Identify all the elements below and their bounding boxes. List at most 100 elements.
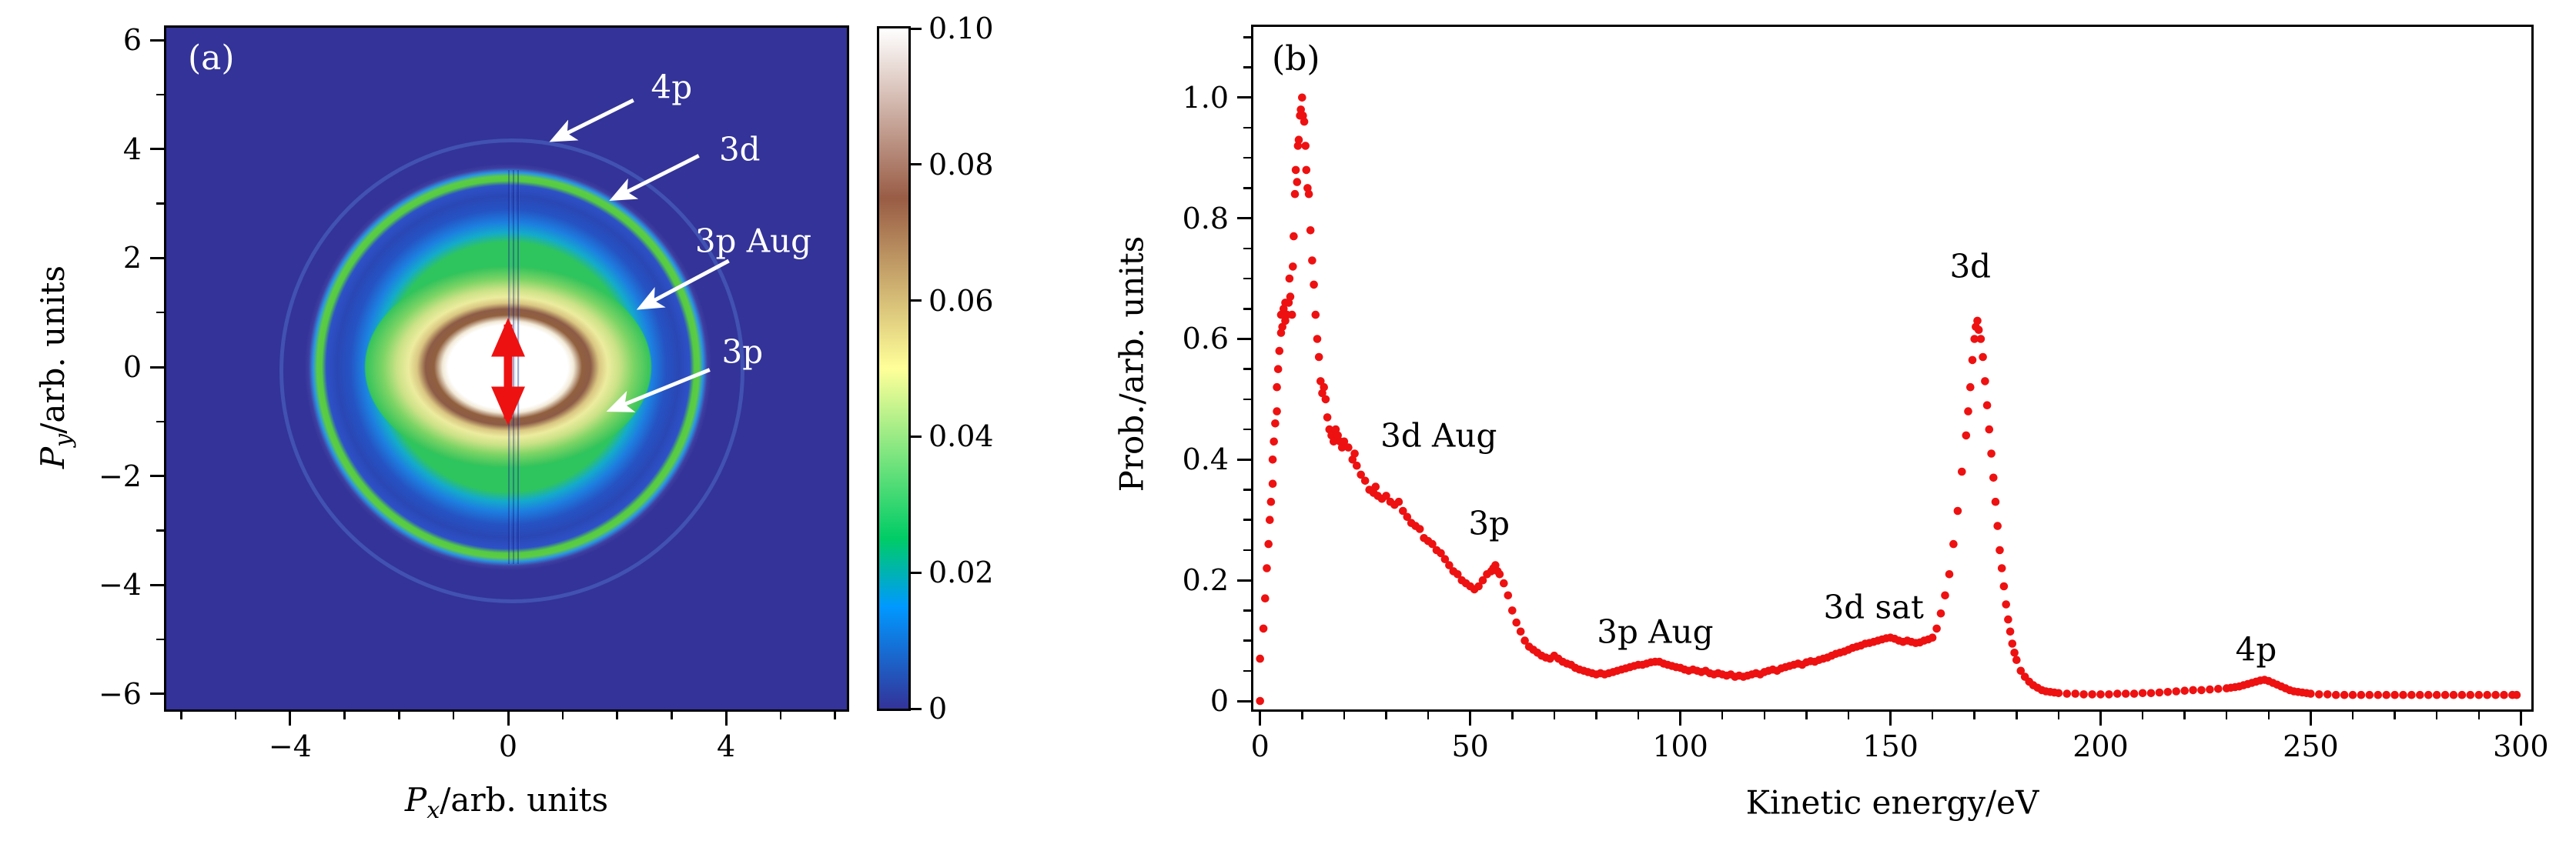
data-point (2407, 690, 2416, 699)
x-minor-tick (2016, 712, 2018, 719)
data-point (1987, 449, 1996, 458)
data-point (1571, 663, 1580, 672)
data-point (1310, 280, 1318, 289)
colorbar-tick (911, 299, 922, 302)
data-point (1630, 662, 1638, 670)
data-point (1293, 178, 1302, 186)
data-point (1895, 636, 1903, 645)
data-point (2226, 683, 2235, 692)
data-point (2466, 690, 2475, 699)
data-point (1285, 274, 1294, 283)
data-point (1270, 437, 1278, 446)
x-minor-tick (1343, 712, 1346, 719)
data-point (1919, 636, 1929, 645)
y-tick-label: 4 (122, 132, 142, 166)
x-minor-tick (180, 712, 182, 719)
data-point (1276, 310, 1286, 319)
colorbar-tick-label: 0.06 (928, 283, 994, 318)
colorbar-gradient (879, 28, 908, 709)
colorbar-tick-label: 0.02 (928, 556, 994, 590)
data-point (2399, 690, 2407, 699)
data-point (2416, 690, 2424, 699)
data-point (1337, 443, 1347, 452)
peak-label-3d-aug: 3d Aug (1380, 416, 1497, 455)
ring-4p-faint (279, 138, 744, 603)
y-tick-label: 0.8 (1182, 201, 1229, 235)
x-minor-tick (1763, 712, 1766, 719)
y-major-tick (1237, 699, 1251, 703)
data-point (2315, 690, 2323, 699)
y-minor-tick (1243, 277, 1251, 280)
data-point (1671, 662, 1681, 672)
data-point (2432, 690, 2441, 699)
x-minor-tick (2394, 712, 2396, 719)
data-point (1970, 335, 1979, 343)
data-point (1371, 482, 1380, 491)
y-minor-tick (1243, 489, 1251, 491)
data-point (1958, 467, 1966, 476)
data-point (1592, 670, 1601, 679)
y-major-tick (150, 583, 164, 586)
data-point (1261, 594, 1270, 602)
data-point (2449, 690, 2458, 699)
panel-a-xlabel-units: /arb. units (440, 780, 609, 819)
data-point (1735, 671, 1744, 680)
data-point (1756, 670, 1765, 679)
data-point (1493, 567, 1502, 576)
data-point (1962, 431, 1971, 440)
data-point (1981, 377, 1989, 385)
data-point (1575, 665, 1584, 674)
data-point (1823, 653, 1832, 662)
data-point (1634, 660, 1643, 669)
data-point (1785, 662, 1794, 670)
data-point (1268, 456, 1277, 464)
data-point (1659, 659, 1668, 668)
y-tick-label: 0 (122, 350, 142, 384)
x-major-tick (2519, 712, 2522, 726)
y-minor-tick (1243, 398, 1251, 401)
data-point (2247, 679, 2257, 687)
data-point (2293, 688, 2303, 696)
panel-a-ylabel-symbol: P (33, 446, 72, 469)
data-point (1684, 666, 1693, 676)
data-point (2062, 689, 2072, 698)
data-point (1256, 654, 1264, 663)
data-point (1857, 641, 1865, 650)
data-point (2050, 688, 2059, 697)
data-point (1516, 627, 1525, 636)
y-major-tick (150, 475, 164, 478)
y-minor-tick (1243, 519, 1251, 521)
data-point (1562, 659, 1571, 668)
x-minor-tick (1553, 712, 1556, 719)
y-minor-tick (156, 93, 164, 96)
data-point (2096, 690, 2105, 699)
y-minor-tick (1243, 428, 1251, 431)
panel-a-xlabel-symbol: P (404, 780, 427, 819)
data-point (2146, 689, 2156, 698)
data-point (1264, 539, 1273, 549)
detector-seam (508, 170, 520, 564)
x-tick-label: 250 (2283, 729, 2339, 763)
x-minor-tick (1427, 712, 1430, 719)
data-point (1348, 456, 1357, 464)
data-point (1325, 425, 1334, 434)
data-point (2457, 690, 2467, 699)
data-point (1382, 492, 1390, 500)
panel-b-letter: (b) (1272, 39, 1320, 78)
data-point (1764, 666, 1773, 676)
data-point (1278, 322, 1286, 332)
data-point (2121, 689, 2130, 698)
data-point (1964, 407, 1972, 415)
data-point (2054, 689, 2063, 698)
data-point (2307, 689, 2315, 698)
colorbar-tick (911, 163, 922, 166)
data-point (1541, 653, 1551, 662)
x-minor-tick (834, 712, 836, 719)
data-point (1815, 656, 1823, 664)
data-point (2441, 690, 2450, 699)
colorbar-tick-label: 0.10 (928, 12, 994, 45)
data-point (1302, 165, 1311, 175)
data-point (2374, 690, 2383, 699)
data-point (2500, 690, 2508, 699)
data-point (1301, 142, 1310, 150)
